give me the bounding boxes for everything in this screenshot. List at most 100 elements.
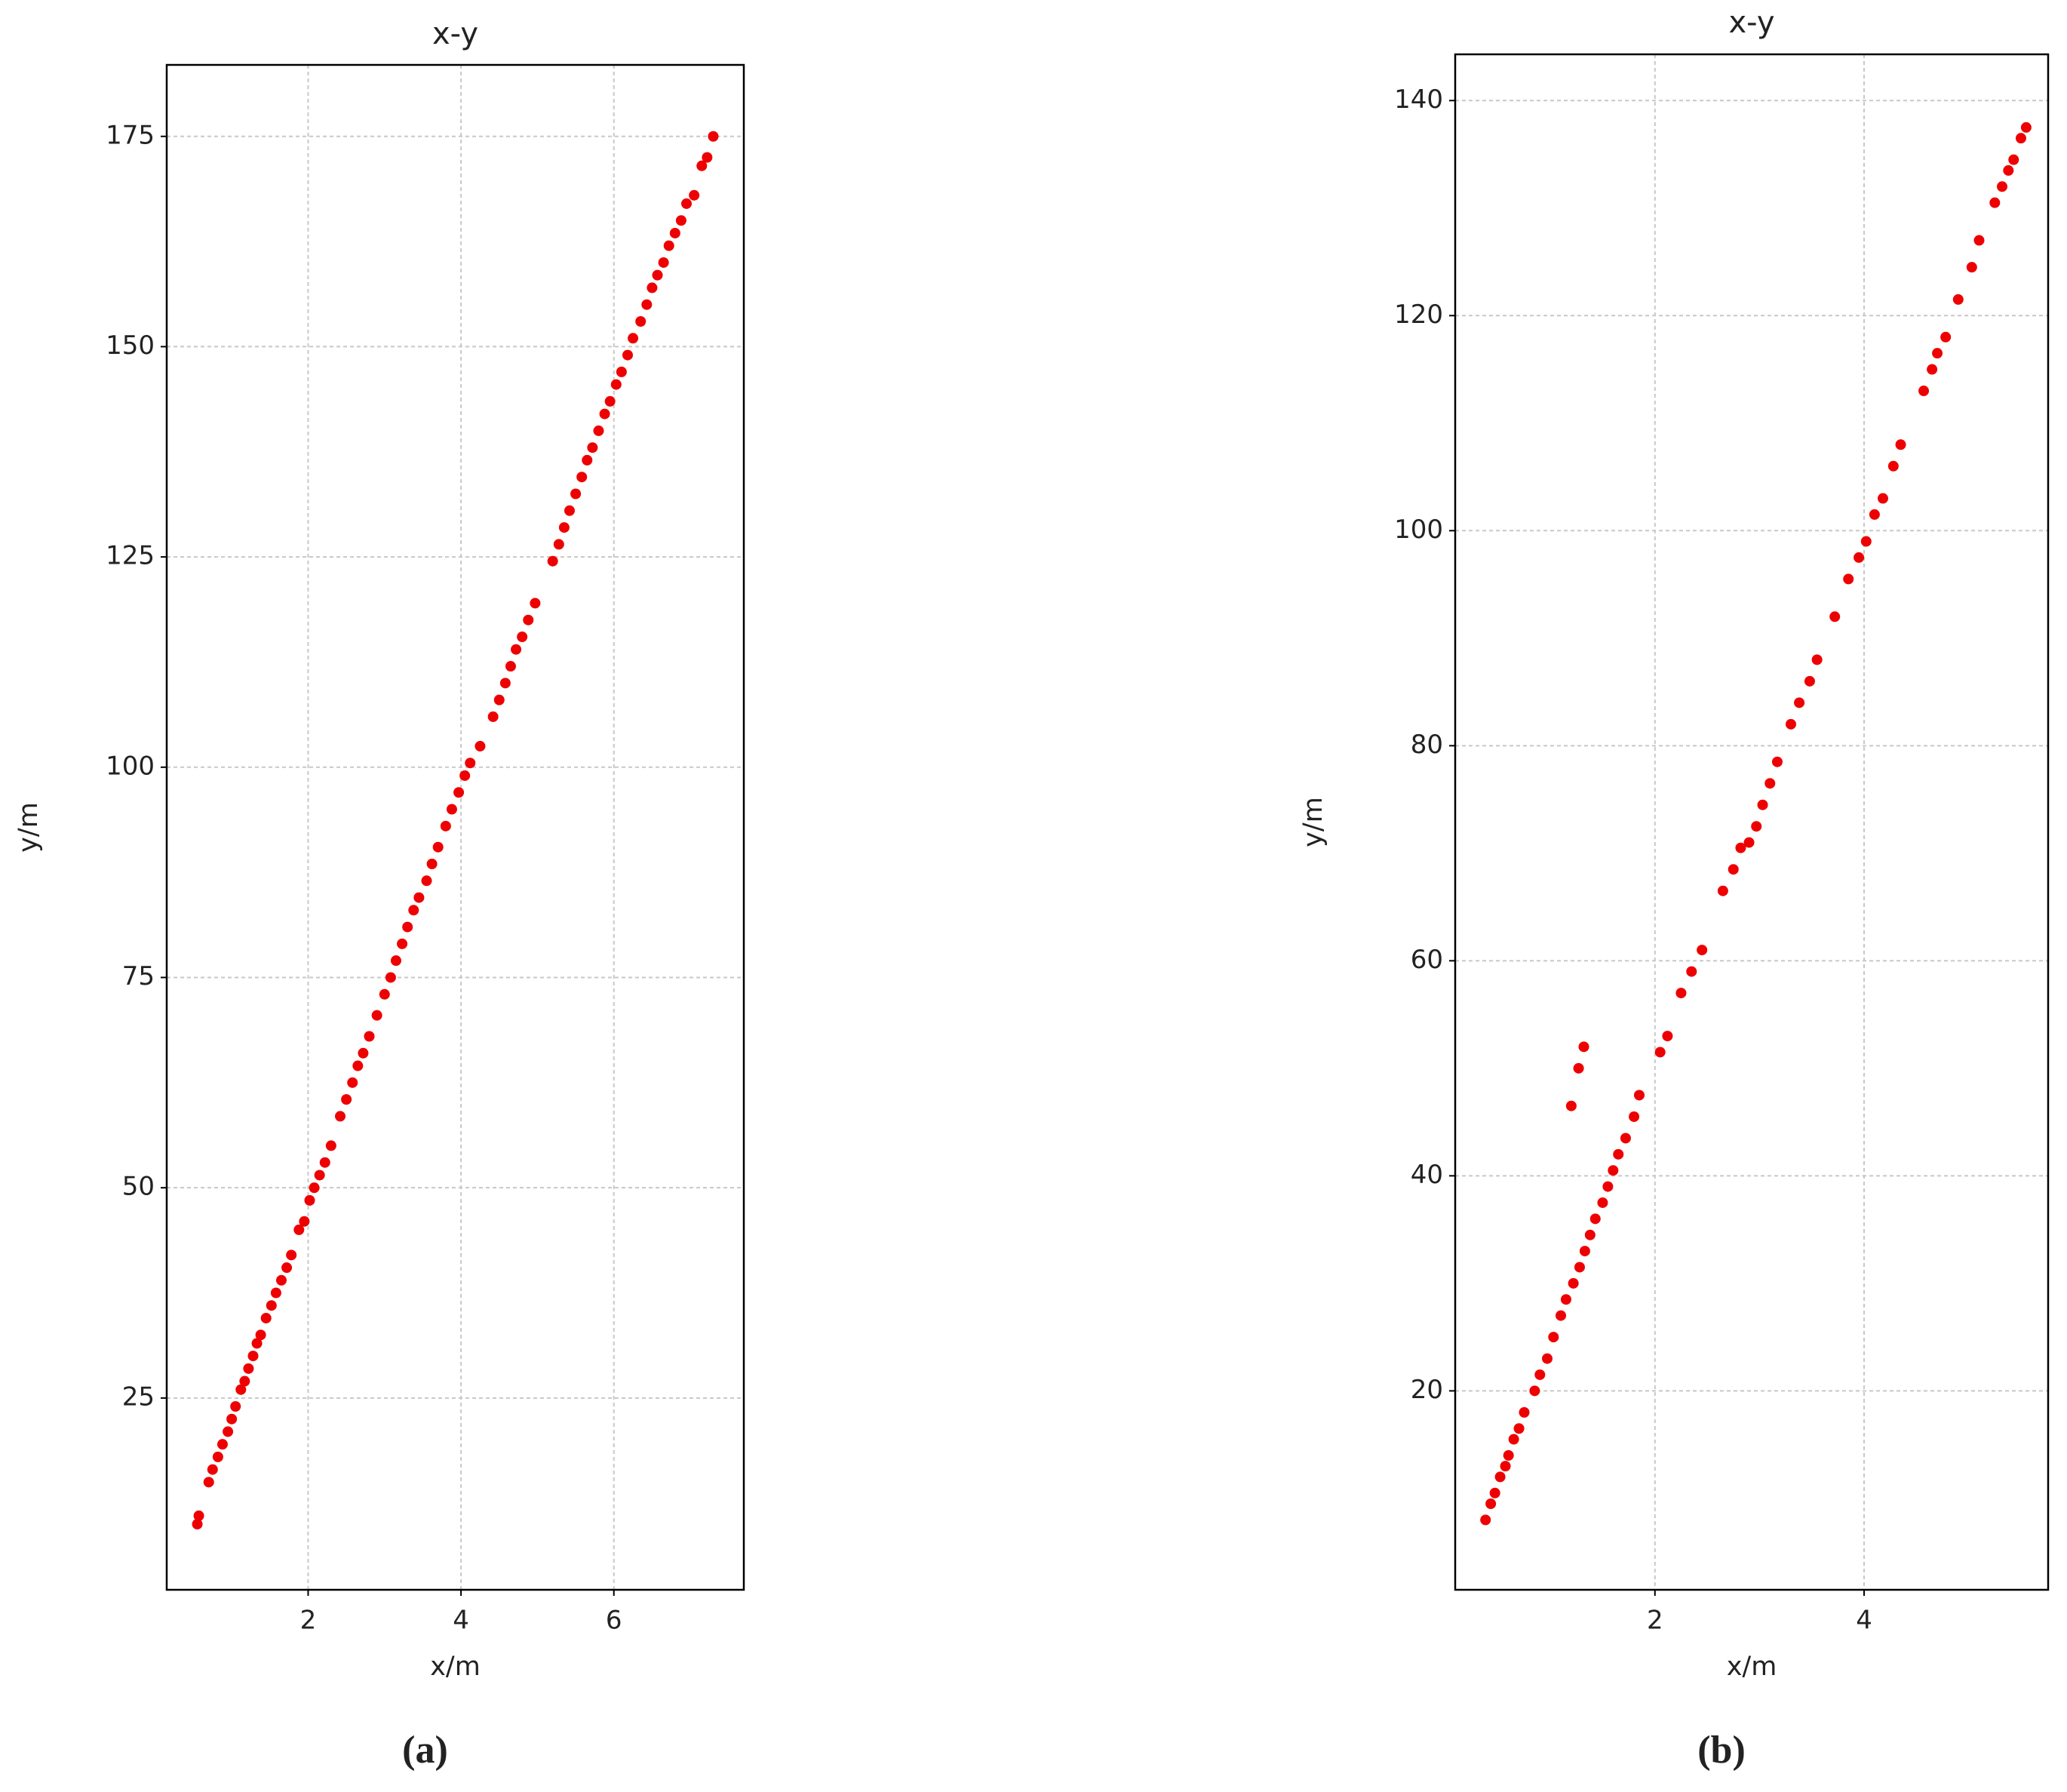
point [319, 1157, 330, 1168]
y-tick-label: 60 [1411, 945, 1443, 975]
point [1503, 1449, 1514, 1461]
point [1489, 1487, 1500, 1498]
point [1519, 1406, 1530, 1418]
point [226, 1413, 238, 1425]
point [599, 408, 610, 420]
point [379, 988, 390, 1000]
point [523, 614, 534, 626]
point [641, 299, 653, 310]
point [708, 131, 719, 142]
point [1485, 1498, 1497, 1509]
point [570, 488, 582, 499]
panel-caption: (a) [402, 1729, 448, 1772]
point [270, 1287, 281, 1299]
x-tick-label: 2 [1647, 1606, 1663, 1636]
point [1602, 1181, 1614, 1192]
y-tick-label: 100 [106, 751, 155, 781]
point [325, 1140, 336, 1151]
point [628, 333, 639, 344]
point [1952, 294, 1964, 305]
point [408, 905, 419, 916]
point [1785, 718, 1796, 730]
point [1556, 1310, 1567, 1321]
point [1662, 1031, 1673, 1042]
chart-title: x-y [432, 17, 478, 51]
chart-title: x-y [1728, 5, 1774, 40]
point [517, 632, 528, 643]
point [487, 711, 499, 722]
point [1804, 675, 1815, 687]
point [453, 787, 465, 798]
x-axis-label: x/m [1727, 1652, 1777, 1682]
point [2015, 133, 2026, 144]
point [1494, 1471, 1506, 1483]
point [1529, 1385, 1540, 1397]
point [1895, 439, 1906, 450]
point [1541, 1353, 1553, 1364]
point [421, 875, 432, 887]
point [582, 454, 593, 466]
point [1843, 573, 1854, 585]
point [1500, 1461, 1511, 1472]
point [1633, 1090, 1645, 1101]
point [432, 841, 444, 853]
point [610, 379, 622, 390]
point [505, 661, 516, 672]
point [446, 804, 457, 815]
point [193, 1510, 204, 1521]
point [402, 921, 413, 933]
y-tick-label: 175 [106, 120, 155, 150]
point [622, 349, 633, 361]
y-tick-label: 25 [122, 1382, 155, 1412]
point [304, 1194, 315, 1206]
y-tick-label: 75 [122, 961, 155, 991]
point [397, 938, 408, 949]
point [1629, 1111, 1640, 1122]
point [1735, 842, 1746, 853]
point [1918, 386, 1930, 397]
plot-frame [1454, 53, 2050, 1591]
y-tick-label: 140 [1394, 85, 1443, 115]
point [475, 740, 486, 752]
point [1751, 821, 1762, 832]
point [1717, 885, 1728, 896]
point [358, 1047, 369, 1059]
point [1794, 697, 1805, 709]
point [235, 1384, 247, 1395]
point [299, 1216, 310, 1227]
point [440, 820, 451, 831]
point [207, 1464, 218, 1475]
point [1613, 1148, 1624, 1160]
y-tick-label: 80 [1411, 730, 1443, 760]
point [1927, 364, 1938, 375]
point [663, 240, 674, 251]
point [390, 955, 401, 967]
point [547, 555, 558, 567]
point [635, 315, 647, 327]
point [223, 1426, 234, 1437]
plot-frame [165, 63, 745, 1591]
point [266, 1300, 277, 1311]
point [652, 269, 663, 281]
point [675, 215, 686, 226]
point [1743, 837, 1755, 848]
point [1966, 262, 1977, 273]
point [352, 1060, 364, 1071]
point [576, 472, 588, 483]
y-tick-label: 50 [122, 1172, 155, 1202]
point [1854, 552, 1865, 563]
point [293, 1224, 305, 1235]
point [413, 892, 425, 903]
point [1578, 1041, 1589, 1053]
point [1829, 611, 1841, 622]
point [1573, 1062, 1584, 1074]
point [689, 189, 700, 201]
point [239, 1376, 250, 1387]
point [1940, 331, 1952, 343]
point [647, 282, 658, 294]
point [1869, 509, 1880, 520]
point [347, 1077, 358, 1088]
x-tick-label: 6 [606, 1606, 622, 1636]
point [341, 1094, 352, 1105]
x-tick-label: 4 [1856, 1606, 1872, 1636]
